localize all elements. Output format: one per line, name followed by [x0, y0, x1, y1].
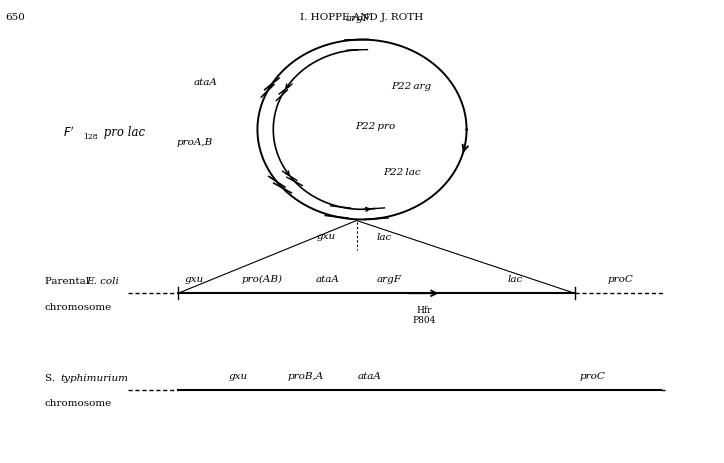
- Text: Parental: Parental: [45, 276, 92, 285]
- Text: typhimurium: typhimurium: [61, 373, 129, 382]
- Text: pro lac: pro lac: [100, 126, 146, 139]
- Text: 650: 650: [5, 13, 25, 22]
- Text: ataA: ataA: [194, 78, 218, 87]
- Text: chromosome: chromosome: [45, 302, 112, 311]
- Text: lac: lac: [508, 275, 523, 283]
- Text: proB,A: proB,A: [287, 371, 324, 380]
- Text: P22 pro: P22 pro: [355, 122, 395, 131]
- Text: P22 arg: P22 arg: [391, 82, 431, 91]
- Text: 128: 128: [83, 132, 98, 140]
- Text: ataA: ataA: [316, 275, 340, 283]
- Text: argF: argF: [377, 275, 402, 283]
- Text: P22 lac: P22 lac: [384, 167, 421, 176]
- Text: pro(AB): pro(AB): [242, 275, 283, 283]
- Text: gxu: gxu: [185, 275, 204, 283]
- Text: gxu: gxu: [228, 371, 248, 380]
- Text: chromosome: chromosome: [45, 399, 112, 407]
- Text: $F'$: $F'$: [63, 125, 75, 140]
- Text: proA,B: proA,B: [177, 138, 213, 147]
- Text: Hfr
P804: Hfr P804: [413, 305, 436, 325]
- Text: argF: argF: [346, 14, 371, 23]
- Text: S.: S.: [45, 373, 58, 382]
- Text: ataA: ataA: [357, 371, 381, 380]
- Text: E. coli: E. coli: [86, 276, 119, 285]
- Text: gxu: gxu: [316, 231, 335, 240]
- Text: proC: proC: [607, 275, 633, 283]
- Text: lac: lac: [376, 233, 392, 242]
- Text: I. HOPPE AND J. ROTH: I. HOPPE AND J. ROTH: [300, 13, 424, 22]
- Text: proC: proC: [580, 371, 606, 380]
